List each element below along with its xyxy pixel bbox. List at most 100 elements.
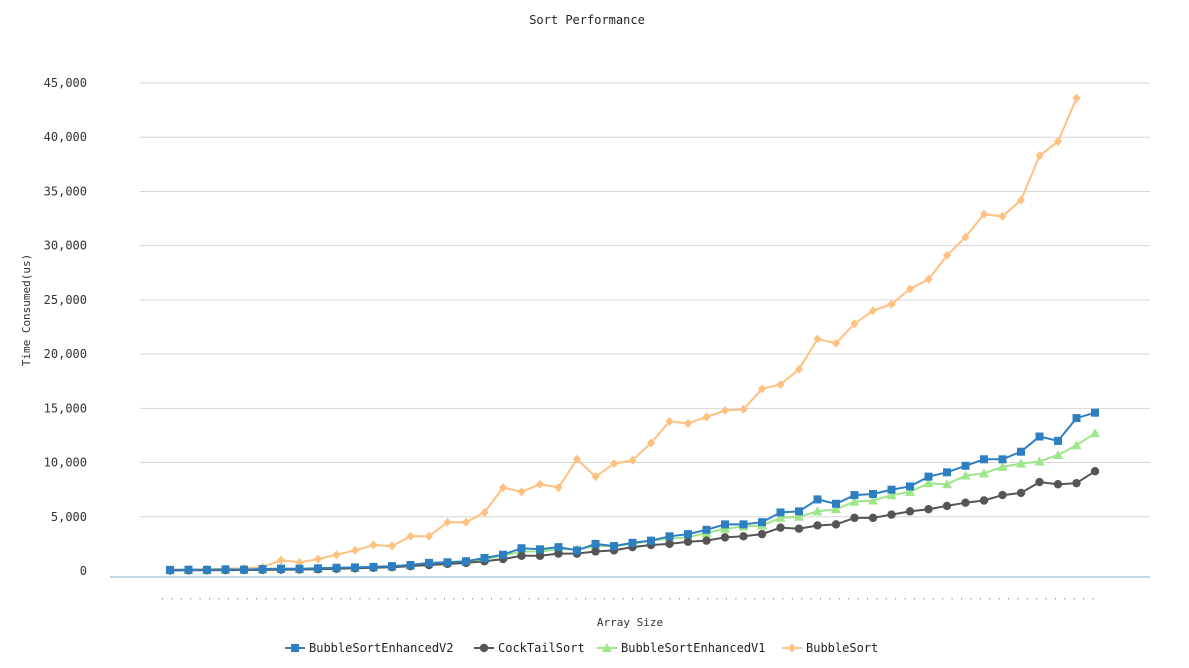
data-point bbox=[1053, 449, 1063, 459]
x-tick-mark bbox=[867, 598, 868, 600]
data-point bbox=[1035, 432, 1044, 441]
x-tick-mark bbox=[603, 598, 605, 600]
data-point bbox=[665, 416, 674, 426]
data-point bbox=[775, 512, 786, 522]
data-point bbox=[702, 525, 711, 534]
x-tick-mark bbox=[688, 598, 690, 600]
x-tick-mark bbox=[932, 598, 934, 600]
x-tick-mark bbox=[801, 598, 803, 600]
x-tick-mark bbox=[547, 598, 549, 600]
data-point bbox=[425, 558, 433, 567]
x-tick-mark bbox=[350, 598, 351, 600]
data-point bbox=[314, 554, 322, 564]
data-point bbox=[1017, 447, 1025, 456]
x-tick-mark bbox=[679, 598, 680, 600]
data-point bbox=[980, 209, 988, 219]
x-tick-mark bbox=[519, 598, 521, 600]
data-point bbox=[1053, 480, 1063, 489]
x-tick-mark bbox=[190, 598, 192, 600]
data-point bbox=[794, 511, 804, 521]
x-tick-mark bbox=[509, 598, 511, 600]
legend-item: BubbleSort bbox=[782, 641, 878, 655]
data-point bbox=[554, 543, 563, 552]
x-tick-mark bbox=[491, 598, 492, 600]
x-tick-mark bbox=[171, 598, 173, 600]
x-tick-mark bbox=[378, 598, 380, 600]
data-point bbox=[942, 479, 952, 489]
data-point bbox=[869, 490, 877, 499]
x-axis-label: Array Size bbox=[597, 616, 663, 629]
y-tick-label: 45,000 bbox=[44, 76, 87, 90]
y-tick-label: 15,000 bbox=[44, 401, 87, 415]
x-tick-mark bbox=[312, 598, 314, 600]
gridlines bbox=[110, 82, 1150, 578]
x-tick-mark bbox=[810, 598, 812, 600]
x-tick-mark bbox=[481, 598, 483, 600]
data-point bbox=[849, 496, 860, 506]
data-point bbox=[906, 284, 914, 294]
data-point bbox=[535, 551, 545, 561]
x-tick-mark bbox=[923, 598, 925, 600]
data-point bbox=[906, 482, 914, 491]
y-tick-label: 10,000 bbox=[44, 456, 87, 470]
data-point bbox=[998, 211, 1007, 221]
data-point bbox=[887, 510, 896, 519]
data-point bbox=[831, 520, 841, 529]
x-tick-mark bbox=[716, 598, 718, 600]
data-point bbox=[960, 470, 971, 480]
data-point bbox=[905, 486, 915, 496]
data-point bbox=[720, 533, 730, 542]
data-point bbox=[776, 523, 785, 532]
x-tick-mark bbox=[397, 598, 398, 600]
x-tick-mark bbox=[1017, 598, 1019, 600]
x-tick-mark bbox=[538, 598, 539, 600]
series-line bbox=[169, 470, 1096, 572]
x-tick-mark bbox=[321, 598, 323, 600]
data-point bbox=[499, 550, 507, 559]
data-point bbox=[277, 555, 285, 565]
x-tick-mark bbox=[848, 598, 850, 600]
data-point bbox=[480, 553, 489, 562]
y-tick-label: 35,000 bbox=[44, 184, 87, 198]
y-tick-label: 20,000 bbox=[44, 347, 87, 361]
data-point bbox=[517, 487, 526, 497]
x-tick-mark bbox=[528, 598, 530, 600]
data-point bbox=[721, 406, 729, 416]
data-point bbox=[831, 504, 841, 514]
data-point bbox=[868, 495, 878, 505]
data-point bbox=[258, 565, 267, 574]
data-point bbox=[184, 565, 193, 574]
data-point bbox=[240, 565, 248, 574]
data-point bbox=[462, 517, 470, 527]
data-point bbox=[351, 545, 359, 555]
data-point bbox=[924, 504, 933, 514]
x-tick-mark bbox=[773, 598, 774, 600]
x-tick-mark bbox=[585, 598, 586, 600]
y-tick-label: 0 bbox=[80, 564, 87, 578]
data-point bbox=[517, 544, 526, 553]
x-tick-mark bbox=[1026, 598, 1028, 600]
data-point bbox=[980, 455, 988, 464]
x-tick-mark bbox=[265, 598, 267, 600]
data-point bbox=[628, 455, 637, 465]
data-point bbox=[813, 334, 822, 344]
x-tick-mark bbox=[895, 598, 897, 600]
x-tick-mark bbox=[284, 598, 286, 600]
data-point bbox=[277, 564, 285, 573]
legend: BubbleSortEnhancedV2 CockTailSort BubbleSo… bbox=[285, 641, 878, 655]
data-point bbox=[1054, 436, 1062, 445]
data-point bbox=[683, 537, 693, 546]
x-tick-mark bbox=[237, 598, 239, 600]
x-tick-mark bbox=[444, 598, 445, 600]
x-tick-mark bbox=[669, 598, 671, 600]
series-line bbox=[169, 97, 1078, 571]
x-tick-mark bbox=[415, 598, 417, 600]
data-point bbox=[998, 490, 1007, 500]
data-point bbox=[425, 531, 433, 541]
data-point bbox=[536, 545, 544, 554]
data-point bbox=[647, 536, 655, 545]
x-tick-mark bbox=[1083, 598, 1085, 600]
legend-item: BubbleSortEnhancedV2 bbox=[285, 641, 454, 655]
x-tick-mark bbox=[256, 598, 257, 600]
data-point bbox=[943, 250, 951, 260]
